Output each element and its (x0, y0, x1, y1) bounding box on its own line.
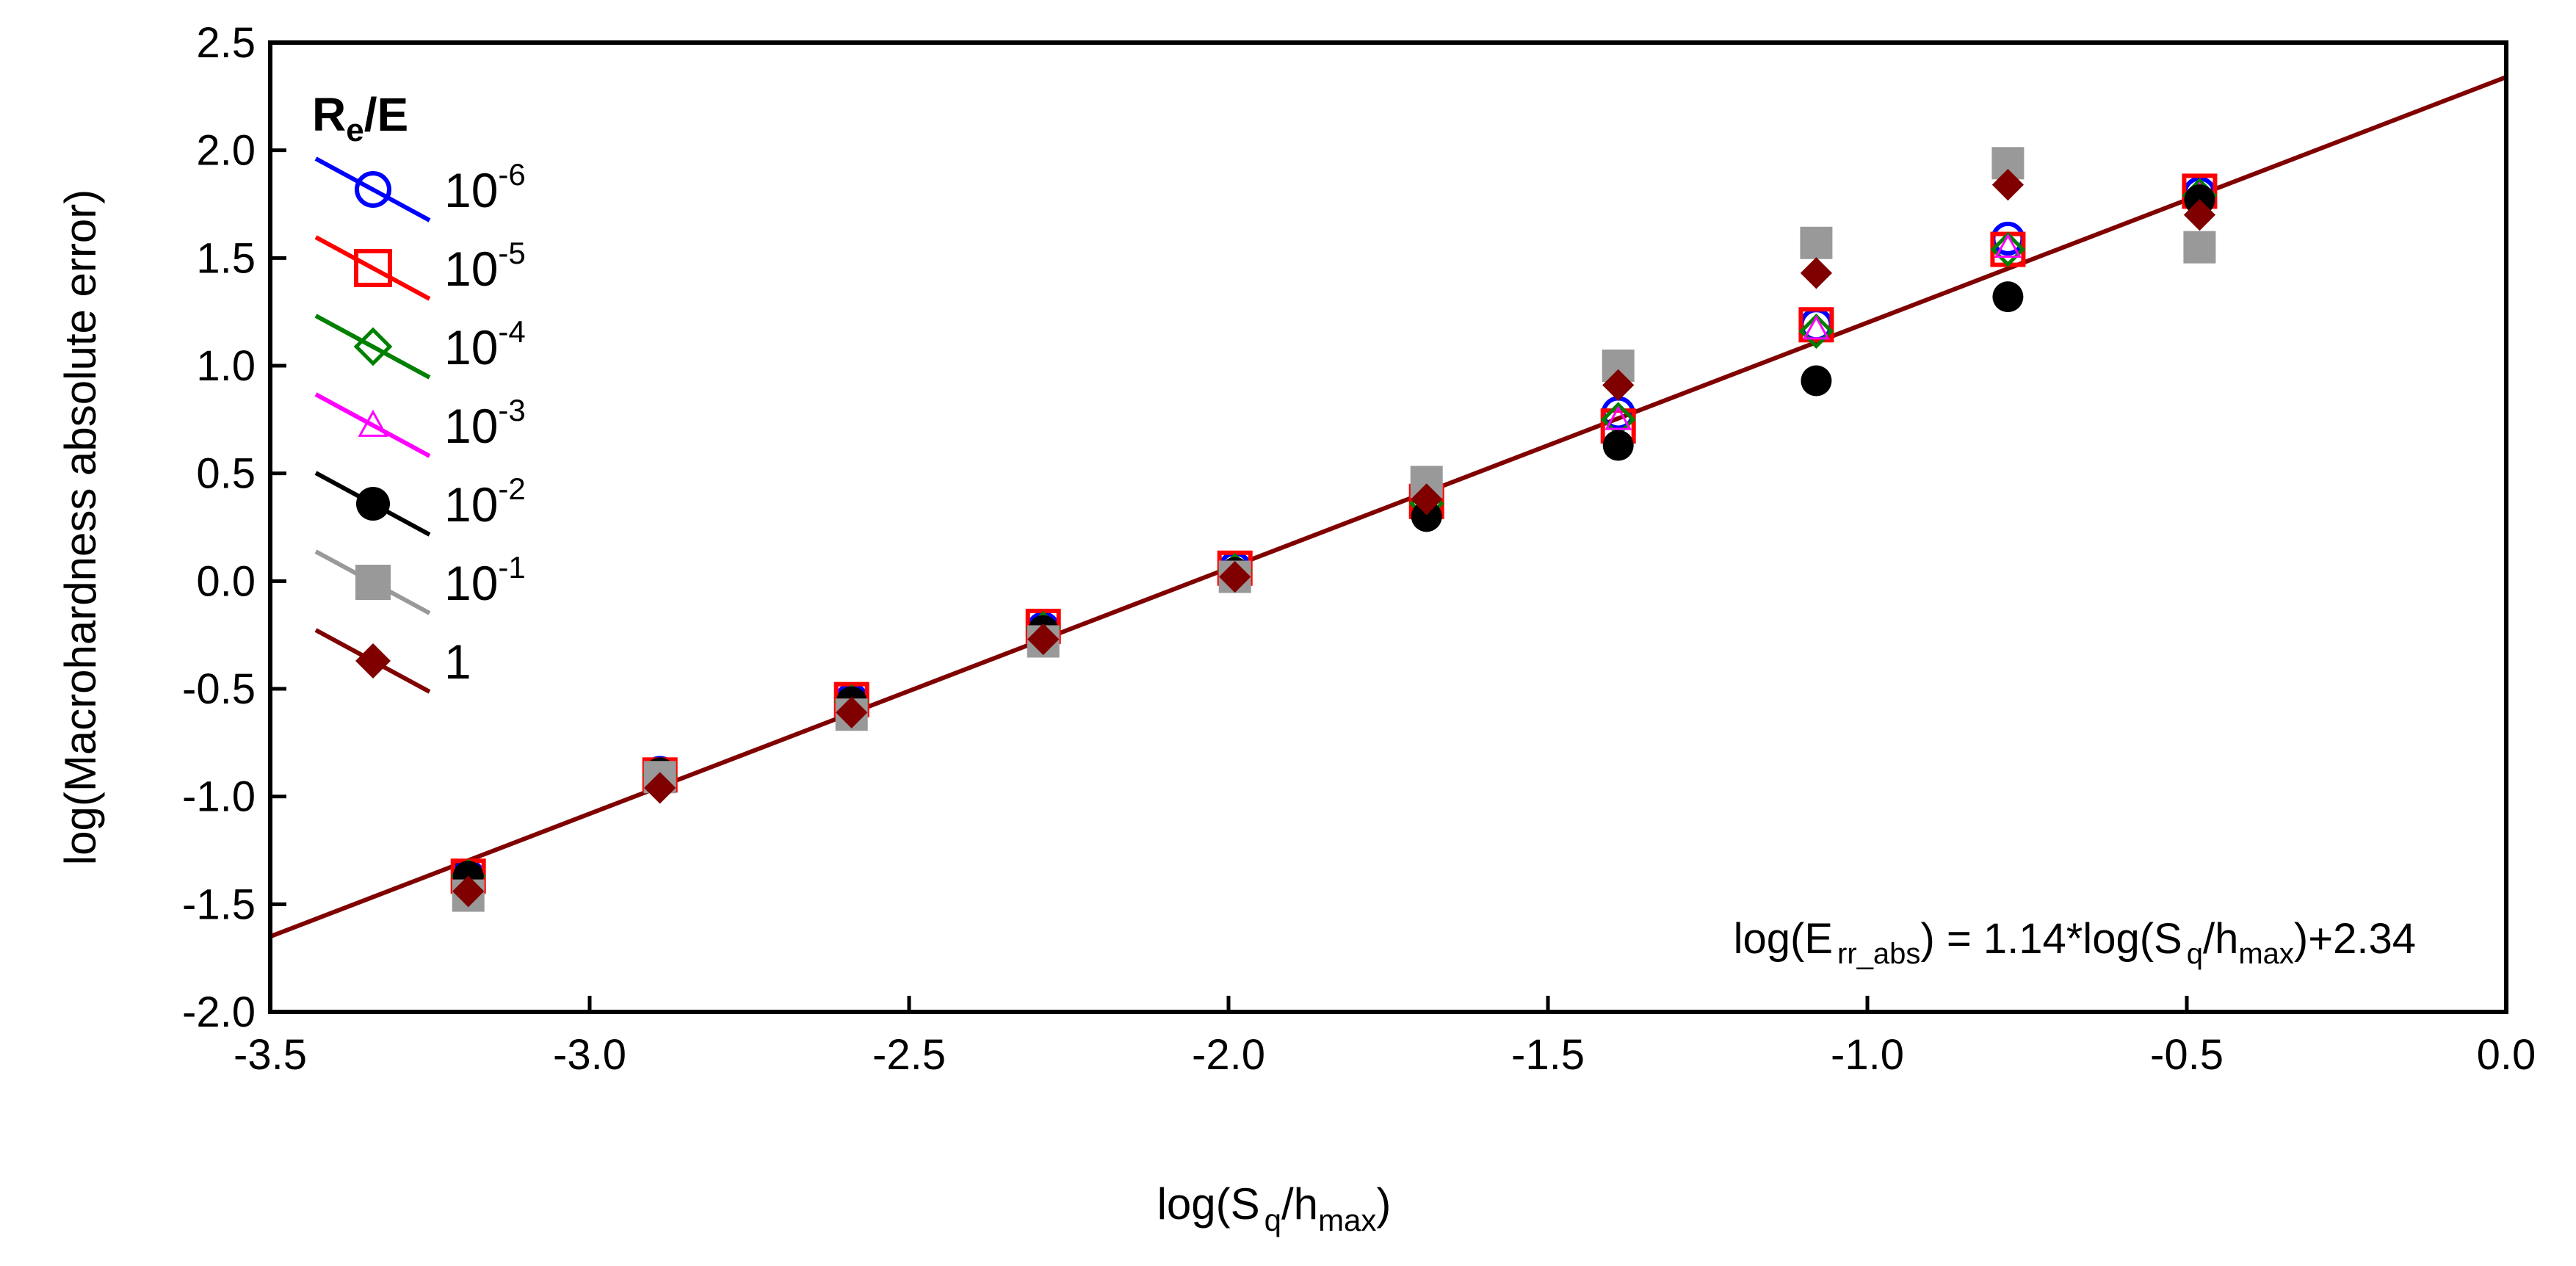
legend-marker (355, 171, 391, 208)
legend-item: 10-2 (314, 471, 526, 537)
x-tick-label: -0.5 (2150, 1031, 2224, 1079)
y-tick-label: -1.5 (182, 880, 256, 928)
legend-marker (354, 249, 392, 287)
x-tick-label: -3.0 (553, 1031, 626, 1079)
y-tick-label: 2.0 (196, 127, 256, 175)
x-tick-label: -1.0 (1831, 1031, 1904, 1079)
data-point (1798, 314, 1834, 350)
legend-marker (358, 409, 388, 437)
y-tick-label: -1.0 (182, 773, 256, 821)
legend-marker (355, 643, 391, 679)
data-point (452, 875, 485, 908)
data-points-group (450, 147, 2218, 912)
legend-item: 10-6 (314, 156, 526, 223)
data-point (644, 772, 676, 804)
y-tick-label: 0.0 (196, 557, 256, 605)
data-point (1800, 257, 1832, 289)
legend-marker (353, 327, 393, 366)
data-point (1602, 430, 1634, 461)
data-point (1411, 483, 1443, 516)
legend-item: 1 (314, 628, 471, 694)
data-point (1027, 623, 1060, 656)
legend-line (314, 314, 431, 380)
legend-item: 10-1 (314, 549, 526, 615)
x-tick-label: 0.0 (2477, 1031, 2536, 1079)
legend-label: 10-2 (444, 471, 526, 532)
data-point (1991, 169, 2024, 201)
x-tick-label: -1.5 (1511, 1031, 1585, 1079)
fit-line (269, 75, 2508, 939)
y-tick-label: 1.5 (196, 234, 256, 282)
legend: Re/E 10-6 10-5 10-4 10-3 10-2 10-1 1 (312, 88, 526, 694)
x-tick-label: -3.5 (234, 1031, 307, 1079)
data-point (2183, 199, 2215, 231)
legend-item: 10-4 (314, 314, 526, 380)
legend-label: 10-4 (444, 314, 526, 375)
legend-label: 1 (444, 634, 471, 689)
data-point (2183, 231, 2216, 264)
y-tick-label: -2.0 (182, 988, 256, 1036)
legend-label: 10-1 (444, 550, 526, 610)
legend-title: Re/E (312, 88, 408, 148)
data-point (1798, 307, 1834, 343)
legend-line (314, 392, 431, 458)
data-point (836, 696, 868, 728)
data-point (1990, 231, 2026, 267)
data-point (1992, 281, 2024, 313)
y-tick-label: 1.0 (196, 342, 256, 390)
legend-marker (355, 565, 391, 600)
legend-label: 10-3 (444, 393, 526, 453)
data-point (1219, 560, 1251, 593)
x-axis-ticks: -3.5 -3.0 -2.5 -2.0 -1.5 -1.0 -0.5 0.0 (234, 996, 2536, 1079)
legend-label: 10-5 (444, 236, 526, 296)
fit-equation: log(E rr_abs) = 1.14*log(S q/hmax)+2.34 (1734, 915, 2416, 970)
x-tick-label: -2.0 (1192, 1031, 1265, 1079)
legend-item: 10-3 (314, 392, 526, 458)
data-point (1800, 226, 1833, 259)
y-tick-label: 0.5 (196, 450, 256, 498)
data-point (1602, 369, 1635, 401)
y-tick-label: -0.5 (182, 665, 256, 713)
series-1 (452, 169, 2215, 908)
fit-line-group (269, 75, 2508, 939)
data-point (1994, 233, 2022, 258)
y-axis-title: log(Macrohardness absolute error) (56, 189, 105, 865)
legend-line (314, 235, 431, 301)
legend-line (314, 156, 431, 223)
x-axis-title: log(S q/hmax) (1157, 1179, 1392, 1237)
data-point (1801, 365, 1832, 397)
plot-frame (268, 40, 2508, 1014)
data-point (1604, 405, 1632, 430)
x-tick-label: -2.5 (872, 1031, 946, 1079)
data-point (1411, 501, 1442, 532)
legend-label: 10-6 (444, 157, 526, 217)
y-axis-ticks: -2.0 -1.5 -1.0 -0.5 0.0 0.5 1.0 1.5 2.0 2.5 (182, 19, 286, 1036)
y-tick-label: 2.5 (196, 19, 256, 67)
legend-item: 10-5 (314, 235, 526, 301)
legend-marker (356, 487, 390, 521)
data-point (1802, 315, 1830, 340)
